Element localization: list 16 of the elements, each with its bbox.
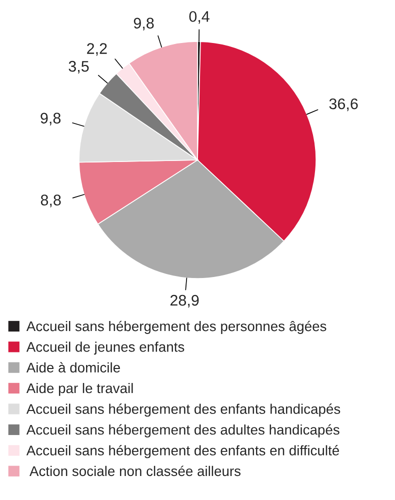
legend-label: Accueil sans hébergement des personnes âgées bbox=[26, 320, 326, 334]
data-label: 8,8 bbox=[40, 194, 61, 208]
legend-label: Accueil sans hébergement des enfants handicapés bbox=[26, 404, 340, 417]
data-label: 9,8 bbox=[134, 18, 154, 30]
legend-label: Accueil sans hébergement des enfants en difficulté bbox=[26, 445, 339, 458]
legend-label: Accueil de jeunes enfants bbox=[26, 342, 184, 355]
legend-label: Aide à domicile bbox=[26, 362, 120, 373]
legend-label: Aide par le travail bbox=[26, 382, 133, 396]
legend-label: Action sociale non classée ailleurs bbox=[30, 466, 241, 476]
data-label: 9,8 bbox=[40, 112, 61, 126]
data-label: 0,4 bbox=[189, 11, 210, 24]
data-label: 2,2 bbox=[87, 43, 107, 56]
data-label: 28,9 bbox=[170, 294, 199, 308]
data-label: 3,5 bbox=[68, 60, 89, 74]
legend-label: Accueil sans hébergement des adultes handicapés bbox=[26, 424, 340, 438]
data-label: 36,6 bbox=[329, 98, 358, 112]
